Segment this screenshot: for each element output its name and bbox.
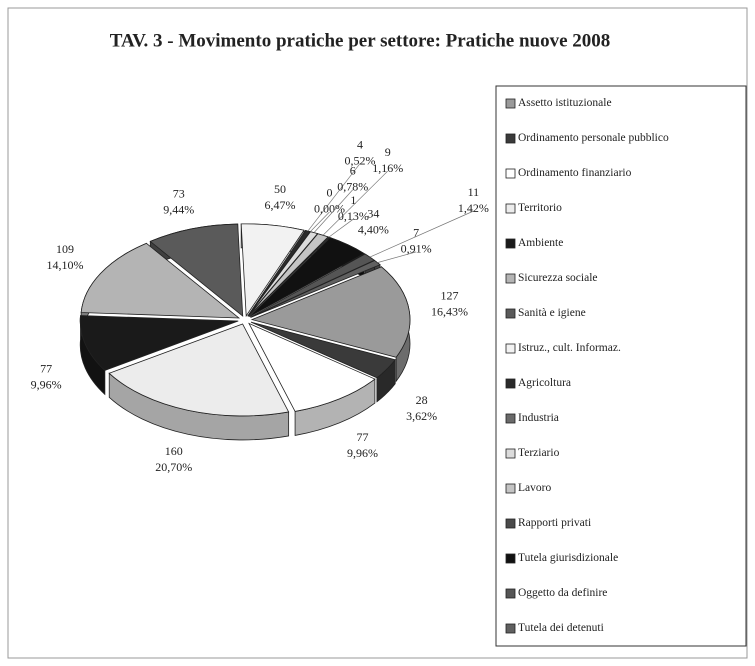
legend-swatch <box>505 133 516 144</box>
legend-swatch <box>505 448 516 459</box>
legend-label: Rapporti privati <box>518 517 591 529</box>
value-label: 34 <box>367 206 379 220</box>
value-label: 6 <box>350 164 356 178</box>
leader-line <box>369 210 474 258</box>
chart-title: TAV. 3 - Movimento pratiche per settore:… <box>110 30 611 51</box>
value-label: 0 <box>326 186 332 200</box>
value-label: 77 <box>40 362 52 376</box>
percent-label: 16,43% <box>431 304 468 318</box>
leader-line <box>313 189 353 233</box>
slice <box>248 322 376 412</box>
percent-label: 4,40% <box>358 222 389 236</box>
value-label: 11 <box>468 185 480 199</box>
legend-swatch <box>505 483 516 494</box>
legend-label: Assetto istituzionale <box>518 97 612 109</box>
leader-line <box>310 211 330 232</box>
slice <box>250 266 411 358</box>
value-label: 50 <box>274 182 286 196</box>
slice <box>250 321 396 379</box>
value-label: 7 <box>413 226 419 240</box>
legend-swatch <box>505 203 516 214</box>
percent-label: 0,52% <box>344 153 375 167</box>
percent-label: 0,13% <box>338 209 369 223</box>
legend-label: Ordinamento personale pubblico <box>518 132 669 144</box>
legend-swatch <box>505 378 516 389</box>
legend-label: Ordinamento finanziario <box>518 167 632 179</box>
legend-swatch <box>505 553 516 564</box>
value-label: 160 <box>165 444 183 458</box>
percent-label: 3,62% <box>406 409 437 423</box>
pie-tops <box>79 223 411 417</box>
legend-swatch <box>505 98 516 109</box>
value-label: 127 <box>440 288 458 302</box>
legend-label: Agricoltura <box>518 377 571 389</box>
legend-label: Oggetto da definire <box>518 587 607 599</box>
slice <box>149 223 244 317</box>
legend-swatch <box>505 413 516 424</box>
legend-label: Sanità e igiene <box>518 307 586 319</box>
leader-line <box>328 218 354 238</box>
percent-label: 0,78% <box>337 180 368 194</box>
value-label: 1 <box>350 193 356 207</box>
legend-label: Territorio <box>518 202 562 214</box>
legend-label: Lavoro <box>518 482 551 494</box>
percent-label: 9,96% <box>347 446 378 460</box>
value-label: 73 <box>173 187 185 201</box>
legend-label: Ambiente <box>518 237 563 249</box>
percent-label: 20,70% <box>155 460 192 474</box>
value-label: 109 <box>56 242 74 256</box>
slice <box>79 315 239 371</box>
leader-line <box>377 251 417 263</box>
percent-label: 9,44% <box>163 203 194 217</box>
legend-swatch <box>505 168 516 179</box>
legend-label: Tutela dei detenuti <box>518 622 604 634</box>
legend-label: Istruz., cult. Informaz. <box>518 342 621 354</box>
percent-label: 0,00% <box>314 202 345 216</box>
value-label: 77 <box>356 430 368 444</box>
slice <box>80 242 241 319</box>
value-label: 9 <box>385 145 391 159</box>
legend-swatch <box>505 623 516 634</box>
legend-swatch <box>505 308 516 319</box>
percent-label: 1,16% <box>372 161 403 175</box>
legend-label: Industria <box>518 412 559 424</box>
legend-swatch <box>505 343 516 354</box>
legend-box <box>495 85 747 647</box>
percent-label: 14,10% <box>47 258 84 272</box>
percent-label: 1,42% <box>458 201 489 215</box>
legend-swatch <box>505 518 516 529</box>
legend-swatch <box>505 273 516 284</box>
leader-line <box>307 163 361 232</box>
value-label: 28 <box>416 393 428 407</box>
leader-line <box>322 170 388 236</box>
legend-swatch <box>505 238 516 249</box>
legend-label: Tutela giurisdizionale <box>518 552 618 564</box>
slice <box>108 323 290 417</box>
slice <box>240 223 305 318</box>
percent-label: 6,47% <box>265 198 296 212</box>
legend-swatch <box>505 588 516 599</box>
slice <box>249 237 366 318</box>
percent-label: 0,91% <box>401 242 432 256</box>
legend-label: Terziario <box>518 447 560 459</box>
percent-label: 9,96% <box>31 378 62 392</box>
slice <box>250 260 381 318</box>
value-label: 4 <box>357 137 363 151</box>
legend-label: Sicurezza sociale <box>518 272 598 284</box>
